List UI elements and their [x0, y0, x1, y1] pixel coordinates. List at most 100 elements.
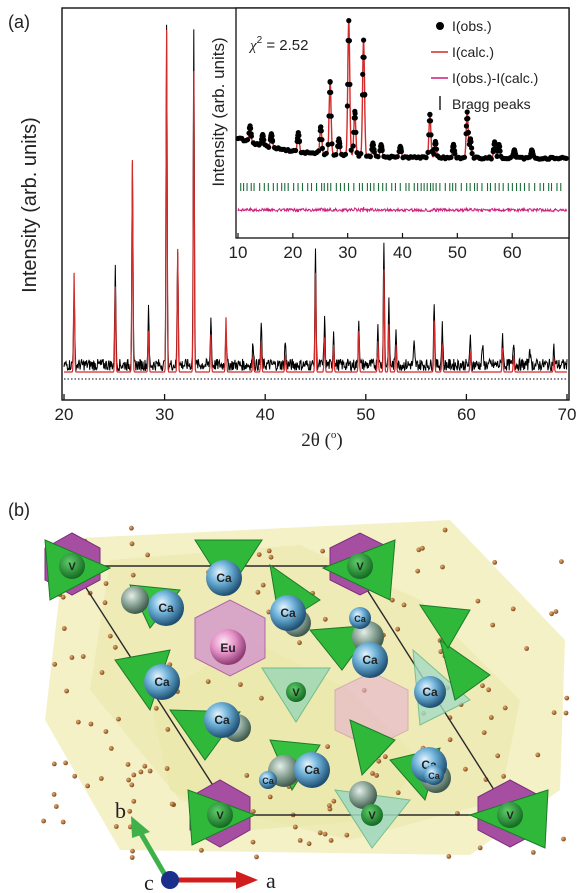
oxygen-atom — [328, 838, 334, 843]
observed-point — [245, 137, 251, 143]
legend-label-difference: I(obs.)-I(calc.) — [452, 70, 538, 86]
inset-bragg-peak-ticks — [240, 183, 562, 191]
oxygen-atom — [41, 818, 46, 824]
a-axis-arrowhead — [236, 871, 258, 889]
observed-point — [318, 124, 324, 130]
v-sphere — [207, 802, 233, 828]
eu-sphere — [210, 629, 246, 665]
main-x-tick-label: 20 — [55, 405, 74, 424]
oxygen-atom — [401, 602, 407, 608]
v-atom-label: V — [216, 810, 224, 822]
v-tetrahedron — [439, 638, 491, 701]
oxygen-atom — [61, 626, 67, 631]
ca-sphere — [424, 765, 444, 785]
observed-point — [488, 156, 494, 162]
observed-point — [344, 103, 350, 109]
oxygen-atom — [63, 760, 68, 766]
observed-point — [433, 146, 440, 152]
oxygen-atom — [147, 768, 153, 774]
oxygen-atom — [51, 792, 57, 797]
ca-sphere — [148, 590, 184, 626]
inset-observed-points — [235, 18, 569, 162]
oxygen-atom — [60, 594, 66, 600]
a-axis-label: a — [266, 868, 276, 893]
v-atom-label: V — [368, 810, 376, 822]
observed-point — [248, 125, 254, 131]
crystal-axes-indicator: b a c — [115, 798, 276, 893]
oxygen-atom — [250, 839, 256, 845]
oxygen-atom — [415, 568, 421, 574]
oxygen-atom — [488, 715, 494, 720]
observed-point — [427, 118, 434, 124]
observed-point — [362, 92, 368, 98]
oxygen-atom — [325, 744, 330, 749]
observed-point — [464, 109, 470, 115]
oxygen-atom — [327, 806, 333, 812]
oxygen-atom — [51, 761, 57, 767]
oxygen-atom — [416, 547, 422, 553]
oxygen-atom — [477, 845, 483, 851]
oxygen-atom — [266, 609, 272, 615]
oxygen-atom — [297, 640, 302, 646]
observed-point — [463, 123, 469, 129]
main-x-tick-label: 40 — [256, 405, 275, 424]
oxygen-atom — [486, 687, 491, 693]
observed-point — [394, 154, 400, 160]
oxygen-atom — [103, 729, 109, 734]
ca-atom-label: Ca — [280, 606, 296, 620]
main-x-tick-label: 60 — [457, 405, 476, 424]
oxygen-atom — [130, 572, 136, 578]
oxygen-atom — [108, 746, 114, 751]
oxygen-atom — [549, 611, 554, 617]
oxygen-atom — [131, 798, 137, 804]
ca-atom-label: Ca — [214, 713, 230, 727]
oxygen-atom — [320, 548, 325, 554]
ca-sphere — [270, 595, 306, 631]
observed-point — [428, 132, 434, 138]
oxygen-atom — [129, 855, 135, 860]
legend-label-bragg: Bragg peaks — [452, 96, 531, 112]
observed-point — [370, 142, 376, 148]
b-axis-label: b — [115, 798, 126, 823]
oxygen-atom — [129, 541, 135, 547]
observed-point — [494, 153, 500, 159]
oxygen-atom — [131, 772, 137, 778]
oxygen-atom — [495, 753, 501, 759]
c-axis-dot — [161, 871, 179, 889]
observed-point — [293, 147, 299, 154]
oxygen-atom — [125, 762, 131, 767]
oxygen-atom — [420, 545, 425, 551]
ca-atom-label: Ca — [354, 614, 366, 624]
oxygen-atom — [256, 552, 262, 557]
main-x-axis-label: 2θ (o) — [301, 429, 343, 451]
oxygen-atom — [306, 841, 312, 847]
oxygen-atom — [268, 554, 274, 560]
v-sphere — [286, 682, 306, 702]
observed-point — [358, 151, 364, 157]
oxygen-atom — [127, 808, 133, 814]
oxygen-atom — [446, 854, 452, 859]
ca-atom-label: Ca — [216, 571, 232, 585]
observed-point — [497, 144, 503, 150]
observed-point — [360, 71, 366, 77]
oxygen-atom — [389, 597, 395, 603]
oxygen-atom — [165, 727, 171, 732]
oxygen-atom — [344, 832, 350, 838]
observed-point — [347, 81, 353, 87]
oxygen-atom — [322, 831, 328, 837]
observed-point — [342, 151, 349, 157]
ca-sphere — [206, 560, 242, 596]
oxygen-atom — [297, 838, 303, 843]
inset-plot: 10 20 30 40 50 60 Intensity (arb. units) χ2 =… — [209, 7, 570, 262]
oxygen-atom — [267, 794, 273, 800]
v-sphere — [59, 553, 85, 579]
ca-atom-label: Ca — [262, 776, 274, 786]
oxygen-atom — [561, 836, 566, 842]
ca-atom-back — [121, 586, 149, 614]
observed-point — [423, 155, 429, 161]
eu-atom: Eu — [210, 629, 246, 665]
oxygen-atom — [563, 710, 569, 716]
oxygen-atom — [126, 777, 131, 783]
b-axis-arrow — [137, 830, 171, 882]
oxygen-atom — [99, 670, 105, 675]
